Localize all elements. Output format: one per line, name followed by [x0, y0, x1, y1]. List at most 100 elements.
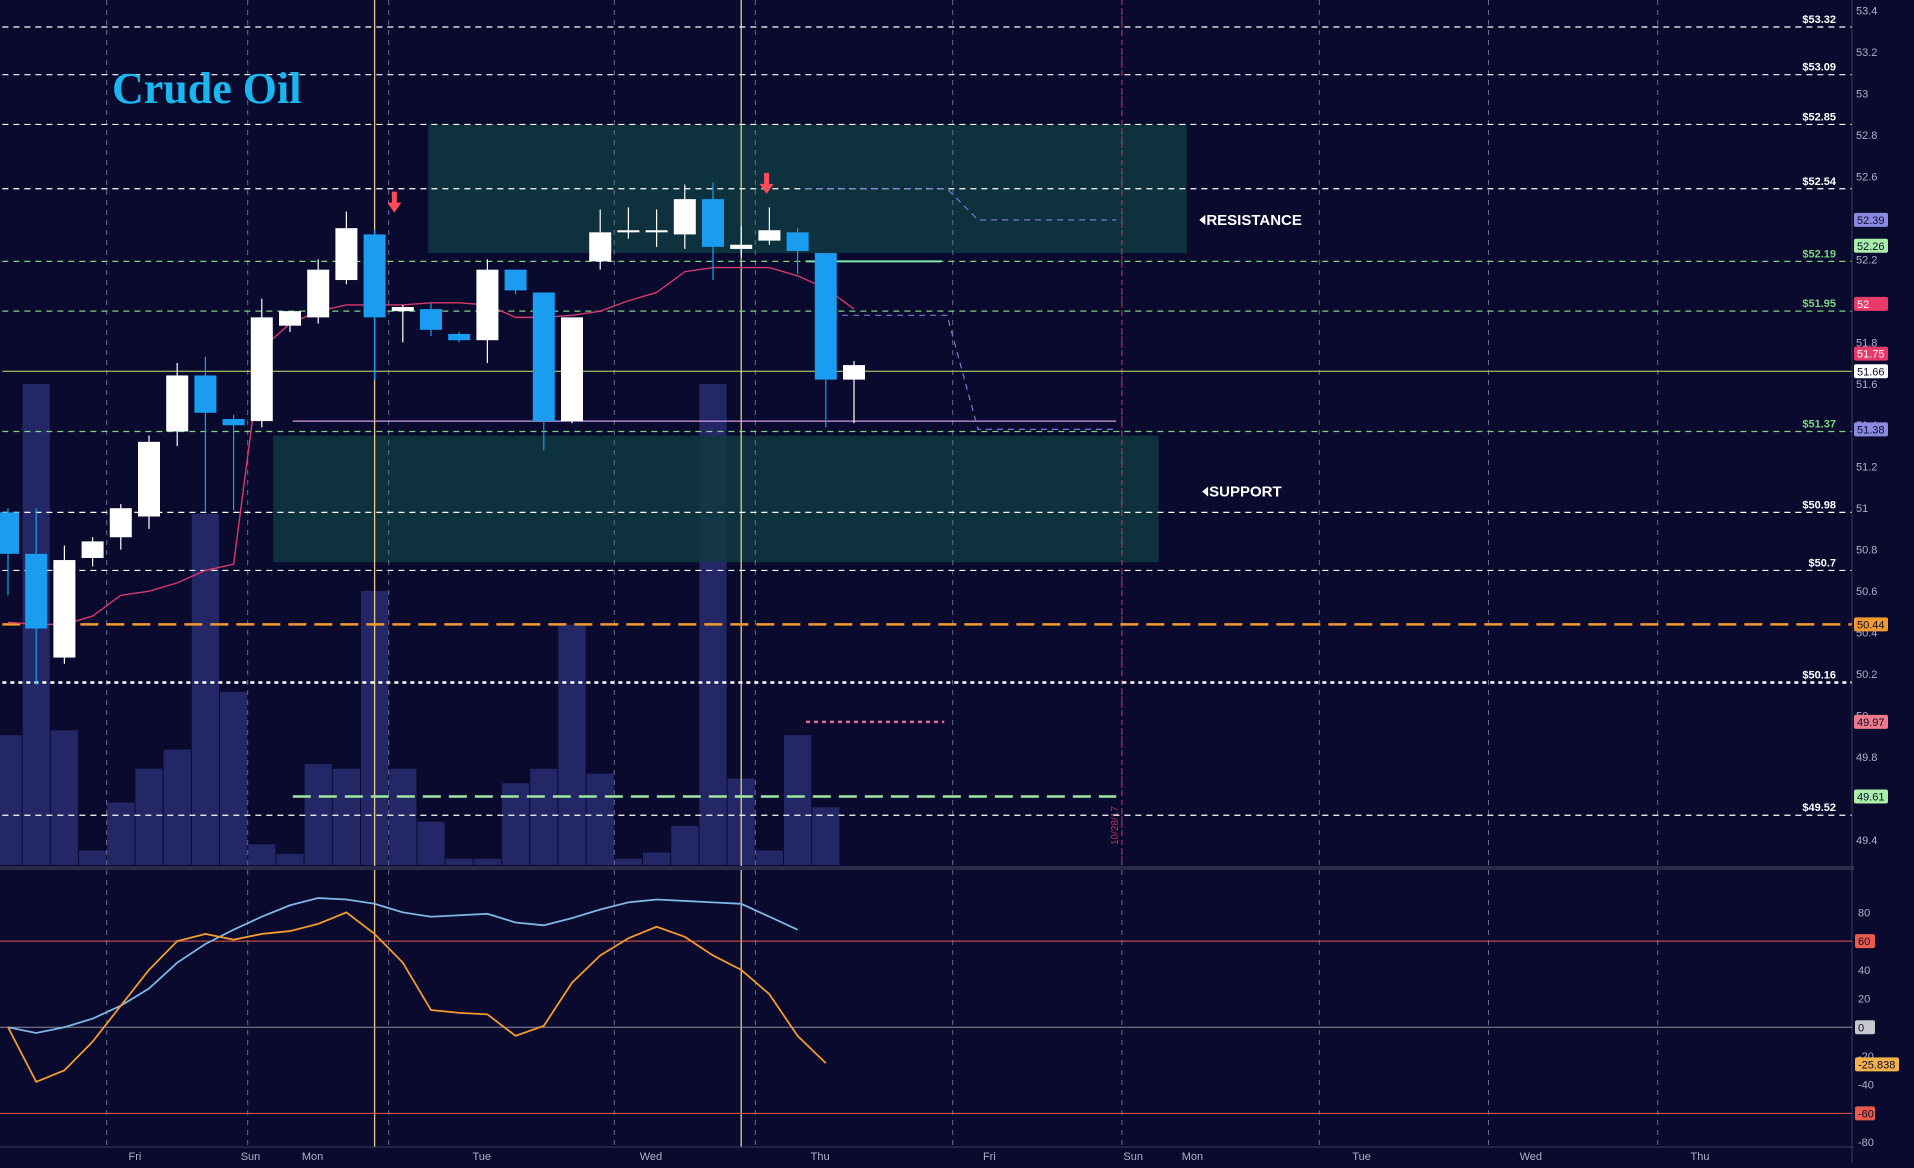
price-badge-label: 51.38	[1857, 424, 1885, 436]
date-marker-label: 10/28/17	[1110, 806, 1121, 845]
volume-bar	[643, 852, 671, 865]
price-badge	[1854, 364, 1888, 379]
volume-bar	[755, 850, 783, 865]
zone-pointer-icon	[1199, 214, 1206, 225]
zone-pointer-icon	[1202, 486, 1209, 497]
candle-body	[673, 199, 696, 235]
projection-lines	[292, 188, 1117, 798]
price-level-label: $52.19	[1802, 248, 1836, 260]
price-badge	[1854, 422, 1888, 437]
volume-bar	[389, 768, 417, 865]
price-level-label: $49.52	[1802, 802, 1836, 814]
volume-bar	[304, 763, 332, 865]
zone-label: RESISTANCE	[1206, 212, 1302, 229]
time-axis: Fri Sun Mon Tue Wed Thu Fri Sun Mon Tue Wed Thu	[128, 1151, 1709, 1163]
y-tick-label: 53	[1856, 88, 1868, 100]
volume-bar	[107, 802, 135, 865]
price-badge	[1854, 714, 1888, 729]
candle-body	[814, 253, 837, 380]
candle-body	[476, 269, 499, 341]
candle-body	[448, 333, 471, 341]
x-tick-label: Tue	[472, 1151, 491, 1163]
price-badge	[1854, 238, 1888, 253]
oscillator-tick-label: 80	[1858, 907, 1870, 919]
oscillator-badge-label: -25.838	[1858, 1059, 1895, 1071]
y-tick-label: 49.8	[1856, 752, 1877, 764]
candle-body	[250, 317, 273, 422]
y-tick-label: 52.2	[1856, 254, 1877, 266]
price-level-label: $52.85	[1802, 111, 1836, 123]
y-tick-label: 51.6	[1856, 379, 1877, 391]
candle-body	[279, 311, 301, 326]
candle-body	[166, 375, 189, 432]
volume-bar	[586, 773, 614, 865]
volume-bar	[558, 624, 586, 865]
y-tick-label: 49.4	[1856, 835, 1877, 847]
x-tick-label: Thu	[811, 1151, 830, 1163]
x-tick-label: Mon	[1182, 1151, 1203, 1163]
y-tick-label: 51.8	[1856, 337, 1877, 349]
candle-body	[420, 309, 442, 330]
down-arrow-icon	[759, 172, 774, 194]
oscillator-slow-line	[7, 897, 798, 1034]
y-tick-label: 52.6	[1856, 171, 1877, 183]
x-tick-label: Wed	[640, 1151, 662, 1163]
oscillator-tick-label: 20	[1858, 994, 1870, 1006]
chart-title: Crude Oil	[112, 64, 301, 113]
candle-body	[194, 375, 217, 413]
session-separators: 10/28/17	[106, 0, 1659, 1147]
candle-body	[109, 508, 132, 538]
oscillator-badge	[1855, 1106, 1875, 1121]
x-tick-label: Thu	[1691, 1151, 1710, 1163]
signal-arrows	[387, 172, 774, 213]
candle-body	[702, 199, 724, 247]
x-tick-label: Wed	[1520, 1151, 1542, 1163]
x-tick-label: Mon	[302, 1151, 323, 1163]
price-levels	[2, 26, 1852, 816]
price-badge-label: 52	[1857, 299, 1869, 311]
candle-body	[391, 307, 414, 312]
oscillator-badge	[1855, 934, 1875, 949]
oscillator-tick-label: -80	[1858, 1137, 1874, 1149]
candle-body	[0, 512, 19, 554]
price-badge-label: 52.39	[1857, 215, 1885, 227]
price-level-label: $50.7	[1808, 557, 1836, 569]
price-level-label: $53.32	[1802, 14, 1836, 26]
x-tick-label: Fri	[128, 1151, 141, 1163]
x-tick-label: Fri	[983, 1151, 996, 1163]
volume-bar	[473, 858, 501, 865]
price-badge-label: 51.75	[1857, 349, 1885, 361]
oscillator-fast-line	[7, 911, 827, 1083]
level-labels: $53.32 $53.09 $52.85 $52.54 $52.19 $51.95 $51.…	[1199, 14, 1837, 814]
volume-bar	[50, 730, 78, 865]
candle-body	[786, 232, 809, 251]
price-level-label: $51.37	[1802, 418, 1836, 430]
volume-bar	[332, 768, 360, 865]
y-tick-label: 50.8	[1856, 545, 1877, 557]
volume-bar	[614, 858, 642, 865]
volume-bar	[812, 807, 840, 865]
candle-body	[532, 292, 555, 422]
oscillator-tick-label: 40	[1858, 965, 1870, 977]
down-arrow-icon	[387, 191, 402, 213]
volume-bar	[191, 513, 219, 865]
y-tick-label: 53.2	[1856, 47, 1877, 59]
y-tick-label: 50.2	[1856, 669, 1877, 681]
volume-bar	[79, 850, 107, 865]
y-tick-label: 52.8	[1856, 130, 1877, 142]
candle-body	[138, 441, 160, 517]
oscillator-badge-label: -60	[1858, 1108, 1874, 1120]
price-badge-label: 50.44	[1857, 619, 1885, 631]
candle-body	[589, 232, 612, 262]
panel-divider	[0, 866, 1854, 870]
oscillator-badge	[1855, 1020, 1875, 1035]
candle-body	[25, 553, 48, 629]
volume-bar	[671, 826, 699, 865]
volume-bar	[0, 735, 22, 865]
price-level-label: $50.16	[1802, 669, 1836, 681]
candle-body	[504, 269, 527, 291]
